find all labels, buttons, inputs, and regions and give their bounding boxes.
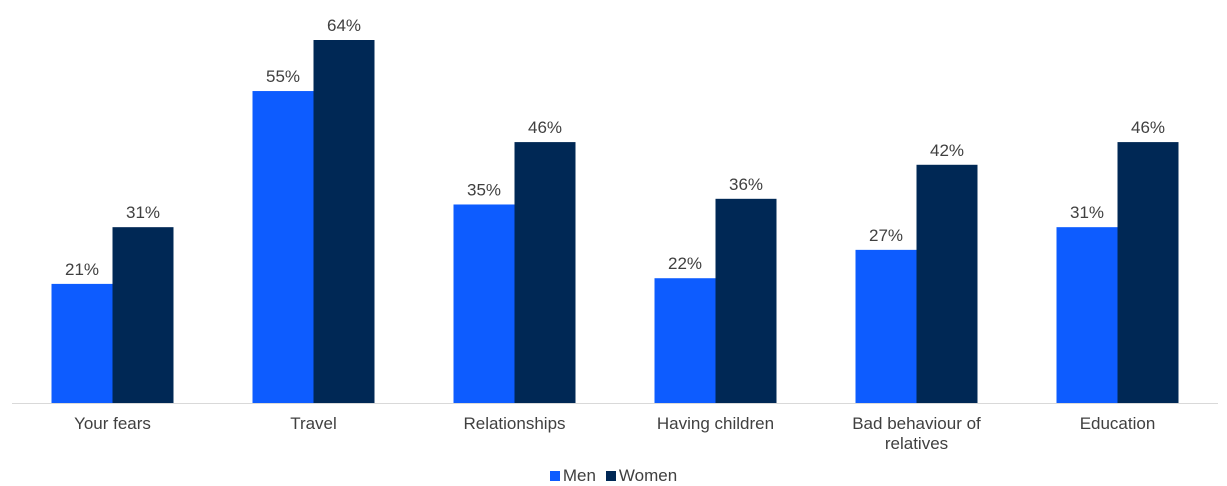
bar-women-1 <box>313 40 375 403</box>
category-label-0: Your fears <box>74 414 151 433</box>
data-label-women-3: 36% <box>729 175 763 194</box>
bar-women-0 <box>112 227 174 403</box>
bar-women-5 <box>1117 142 1179 403</box>
category-label-line: Relationships <box>463 414 565 433</box>
bar-women-3 <box>715 198 777 403</box>
bar-women-4 <box>916 164 978 403</box>
data-label-women-2: 46% <box>528 118 562 137</box>
data-label-men-4: 27% <box>869 226 903 245</box>
bar-men-0 <box>51 283 113 403</box>
legend-label-men: Men <box>562 466 596 485</box>
data-label-men-0: 21% <box>65 260 99 279</box>
data-label-women-1: 64% <box>327 16 361 35</box>
category-label-line: Bad behaviour of <box>852 414 981 433</box>
legend-swatch-men <box>549 471 560 481</box>
data-label-men-1: 55% <box>266 67 300 86</box>
category-label-line: relatives <box>885 434 948 453</box>
category-label-1: Travel <box>290 414 337 433</box>
bar-women-2 <box>514 142 576 403</box>
legend-item-men: Men <box>549 466 596 486</box>
data-label-men-3: 22% <box>668 254 702 273</box>
category-label-3: Having children <box>657 414 774 433</box>
category-label-line: Education <box>1080 414 1156 433</box>
category-label-line: Having children <box>657 414 774 433</box>
data-label-women-4: 42% <box>930 141 964 160</box>
category-label-line: Travel <box>290 414 337 433</box>
legend-swatch-women <box>605 471 616 481</box>
legend-item-women: Women <box>605 466 678 486</box>
legend-label-women: Women <box>618 466 678 485</box>
bar-chart-plot: 21% 31% Your fears 55% 64% Travel 35% 46% Relati… <box>12 16 1218 453</box>
bar-men-4 <box>855 249 917 403</box>
category-label-4: Bad behaviour of relatives <box>852 414 981 453</box>
data-label-women-5: 46% <box>1131 118 1165 137</box>
legend: Men Women <box>0 466 1227 486</box>
bar-men-3 <box>654 278 716 403</box>
category-label-2: Relationships <box>463 414 565 433</box>
data-label-men-2: 35% <box>467 180 501 199</box>
bar-men-5 <box>1056 227 1118 403</box>
bar-men-2 <box>453 204 515 403</box>
data-label-men-5: 31% <box>1070 203 1104 222</box>
bar-men-1 <box>252 91 314 403</box>
data-label-women-0: 31% <box>126 203 160 222</box>
category-label-line: Your fears <box>74 414 151 433</box>
category-label-5: Education <box>1080 414 1156 433</box>
